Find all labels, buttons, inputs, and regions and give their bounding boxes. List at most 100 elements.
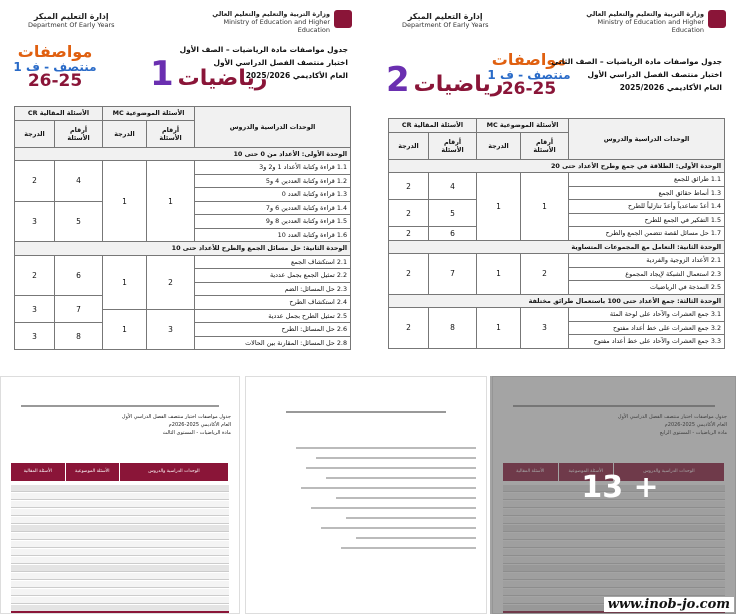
mc-degree: 1 [102,254,148,310]
section-row: الوحدة الثانية: التعامل مع المجموعات الم… [387,239,726,254]
cr-number: 5 [54,200,104,242]
mc-degree: 1 [102,160,148,242]
thumb-row [11,597,229,604]
badge-title: مواصفات [17,42,93,61]
ministry-logo [334,10,352,28]
heading-line: جدول مواصفات مادة الرياضيات – الصف الثان… [551,57,722,66]
lesson-row: 2.3 استعمال الشبكة لإيجاد المجموع [389,266,726,281]
cr-degree: 3 [13,322,56,350]
mc-number: 2 [146,254,196,310]
lesson: 2.8 حل المسائل: المقارنة بين الحالات [194,335,352,350]
degree-header: الدرجة [387,131,430,160]
thumb-heading-line: جدول مواصفات اختبار منتصف الفصل الدراسي … [121,414,231,420]
subheader-row: أرقام الأسئلة الدرجة أرقام الأسئلة الدرجة [387,131,725,160]
text-line [356,537,476,539]
section-title: الوحدة الأولى: الأعداد من 0 حتى 10 [13,146,352,161]
cr-degree: 3 [13,200,56,242]
degree-header: الدرجة [476,131,522,160]
lesson: 3.2 جمع العشرات على خط أعداد مفتوح [568,320,726,335]
thumb-row [11,581,229,588]
cr-degree: 2 [387,253,430,295]
department-ar: إدارة التعليم المبكر [33,12,109,21]
section-row: الوحدة الأولى: الأعداد من 0 حتى 10 [13,146,352,161]
lesson: 3.3 جمع العشرات والآحاد على خط أعداد مفت… [568,334,726,349]
lesson-row: 2.3 حل المسائل: الضم [15,281,352,296]
subject-grade: 1 [150,54,174,94]
degree-header: الدرجة [13,119,56,148]
more-overlay[interactable] [490,376,736,614]
cr-header: الأسئلة المقالية CR [13,106,104,121]
lesson-row: 3.1 جمع العشرات والآحاد على لوحة المئة 3 1… [387,307,726,349]
lesson: 1.2 قراءة وكتابة العددين 4 و5 [194,173,352,188]
lesson: 1.3 قراءة وكتابة العدد 0 [194,187,352,202]
section-title: الوحدة الأولى: الطلاقة في جمع وطرح الأعد… [387,158,726,173]
lesson: 1.1 طرائق للجمع [568,172,726,187]
lesson-row: 1.1 قراءة وكتابة الأعداد 1 و2 و3 1 1 4 2 [13,160,352,242]
cr-degree: 2 [387,307,430,349]
cr-number: 4 [428,172,478,200]
section-row: الوحدة الثالثة: جمع الأعداد حتى 100 باست… [387,293,726,308]
cr-number: 8 [428,307,478,349]
text-line [341,547,476,549]
department-ar: إدارة التعليم المبكر [407,12,483,21]
department: إدارة التعليم المبكر Department Of Early … [402,12,489,29]
more-count[interactable]: 13 + [581,470,659,505]
thumb-column-header: الأسئلة الموضوعية [65,463,119,481]
thumb-row [11,549,229,556]
cr-number: 7 [428,253,478,295]
lesson: 1.4 أعدّ تصاعدياً وأعدّ تنازلياً للطرح [568,199,726,214]
cr-degree: 3 [13,295,56,323]
lesson-row: 2.5 تمثيل الطرح بجمل عددية 3 1 [15,308,352,350]
mc-number: 1 [520,172,570,241]
heading: جدول مواصفات مادة الرياضيات – الصف الثان… [551,56,722,94]
degree-header: الدرجة [102,119,148,148]
text-line [296,447,476,449]
thumb-row [11,493,229,500]
watermark: www.inob-jo.com [603,597,734,612]
heading-line: العام الأكاديمي 2025/2026 [619,82,722,92]
thumb-row [11,517,229,524]
lesson: 1.1 قراءة وكتابة الأعداد 1 و2 و3 [194,160,352,175]
cr-header: الأسئلة المقالية CR [387,118,478,133]
lesson: 2.2 تمثيل الجمع بجمل عددية [194,268,352,283]
thumb-row [11,573,229,580]
ministry: وزارة التربية والتعليم والتعليم العالي Mi… [585,10,726,34]
cr-number: 7 [54,295,104,323]
text-line [301,487,476,489]
thumb-row [11,565,229,572]
text-line [311,507,476,509]
lesson: 2.1 استكشاف الجمع [194,254,352,269]
cr-number: 4 [54,160,104,202]
lesson: 2.3 استعمال الشبكة لإيجاد المجموع [568,266,726,281]
lesson-row: 3.3 جمع العشرات والآحاد على خط أعداد مفت… [389,334,726,349]
cr-number: 6 [54,254,104,296]
cr-degree: 2 [387,172,430,200]
mc-degree: 1 [476,307,522,349]
numbers-header: أرقام الأسئلة [146,119,196,148]
subject: رياضيات2 [386,60,503,100]
badge: مواصفات منتصف - ف 1 26-25 [484,51,574,99]
text-line [306,467,476,469]
heading-line: اختبار منتصف الفصل الدراسي الأول [213,57,348,67]
lesson: 2.5 تمثيل الطرح بجمل عددية [194,308,352,323]
numbers-header: أرقام الأسئلة [428,131,478,160]
lesson-row: 2.4 استكشاف الطرح 7 3 [13,295,352,323]
ministry: وزارة التربية والتعليم والتعليم العالي Mi… [211,10,352,34]
lesson: 1.5 التفكير في الجمع للطرح [568,212,726,227]
lesson-row: 2.2 تمثيل الجمع بجمل عددية [15,268,352,283]
subject-grade: 2 [386,60,410,100]
thumb-heading-line: مادة الرياضيات - المستوى الثالث [162,430,231,436]
document-grade-2: إدارة التعليم المبكر Department Of Early … [374,0,736,372]
heading-line: جدول مواصفات مادة الرياضيات – الصف الأول [179,45,348,54]
cr-degree: 2 [387,199,430,227]
lesson: 2.4 استكشاف الطرح [194,295,352,310]
lesson: 1.6 قراءة وكتابة العدد 10 [194,227,352,242]
numbers-header: أرقام الأسئلة [54,119,104,148]
lesson-row: 2.1 الأعداد الزوجية والفردية 2 1 7 2 [387,253,726,295]
mc-header: الأسئلة الموضوعية MC [476,118,570,133]
section-title: الوحدة الثانية: حل مسائل الجمع والطرح لل… [13,241,352,256]
document-grade-1: إدارة التعليم المبكر Department Of Early … [0,0,362,372]
section-title: الوحدة الثانية: التعامل مع المجموعات الم… [387,239,726,254]
thumb-row [11,557,229,564]
